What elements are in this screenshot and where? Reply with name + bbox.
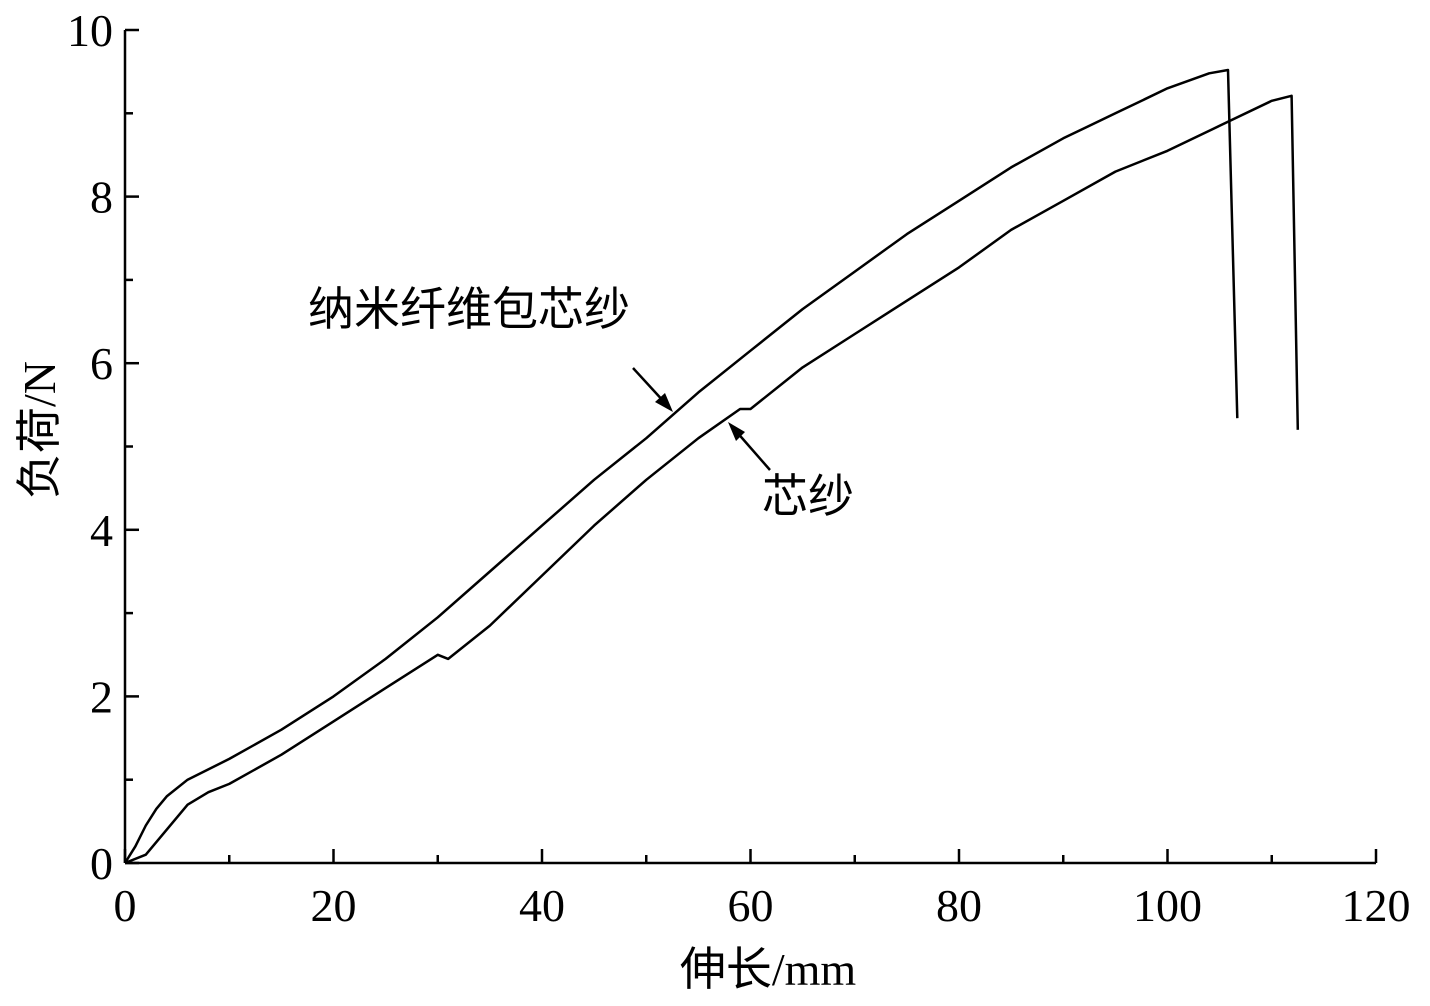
y-tick-label: 2 [90,671,113,722]
annotation: 纳米纤维包芯纱 [308,284,630,335]
y-tick-label: 0 [90,838,113,889]
x-tick-label: 120 [1342,880,1411,931]
y-tick-label: 4 [90,505,113,556]
annotation-arrow [632,367,673,412]
annotation-arrow [728,422,771,471]
y-tick-label: 6 [90,338,113,389]
x-axis-label: 伸长/mm [680,944,857,995]
x-tick-label: 40 [519,880,565,931]
y-tick-label: 10 [67,5,113,56]
annotation: 芯纱 [762,471,854,522]
x-tick-label: 60 [728,880,774,931]
y-tick-label: 8 [90,172,113,223]
series-line [123,68,1239,864]
x-tick-label: 100 [1133,880,1202,931]
series-line [124,94,1300,865]
x-tick-label: 0 [114,880,137,931]
x-tick-label: 20 [311,880,357,931]
y-axis-label: 负荷/N [14,361,65,499]
x-tick-label: 80 [936,880,982,931]
